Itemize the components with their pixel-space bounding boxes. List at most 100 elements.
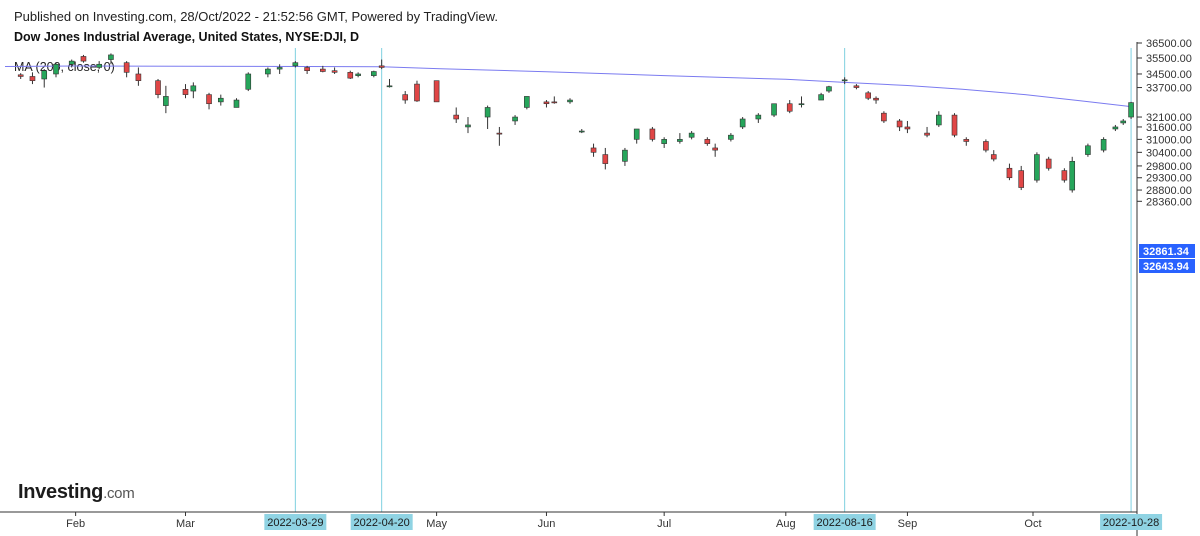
price-tag-1: 32643.94 — [1143, 261, 1190, 273]
candle-body — [347, 72, 354, 79]
date-label-2: 2022-08-16 — [817, 517, 873, 529]
candle-63 — [873, 96, 879, 104]
candle-body — [712, 147, 718, 151]
candle-12 — [182, 84, 189, 99]
candle-14 — [206, 92, 212, 110]
candle-46 — [649, 126, 656, 142]
candle-58 — [818, 92, 824, 101]
candle-body — [551, 101, 558, 104]
candle-49 — [688, 131, 695, 140]
candle-72 — [990, 150, 997, 162]
candle-19 — [276, 64, 283, 74]
candle-41 — [578, 128, 585, 134]
candle-body — [512, 116, 518, 122]
candle-64 — [881, 111, 887, 123]
candle-68 — [936, 111, 942, 127]
y-tick-label: 31000.00 — [1146, 134, 1192, 146]
date-label-1: 2022-04-20 — [354, 517, 410, 529]
candle-body — [378, 65, 385, 68]
candle-54 — [755, 113, 762, 123]
candle-body — [739, 118, 746, 128]
candle-73 — [1006, 163, 1013, 181]
candle-body — [1085, 145, 1091, 155]
candle-5 — [80, 54, 87, 63]
candle-20 — [292, 61, 299, 68]
candle-body — [453, 114, 460, 120]
candle-70 — [963, 137, 970, 146]
candle-body — [798, 103, 805, 106]
highlight-lines — [294, 48, 1132, 512]
candle-body — [265, 68, 271, 75]
candle-body — [524, 96, 530, 108]
candle-body — [602, 154, 609, 164]
candle-body — [135, 73, 142, 81]
candle-body — [865, 92, 871, 99]
candle-39 — [551, 96, 558, 104]
candle-body — [386, 85, 393, 88]
candle-body — [80, 56, 87, 62]
candle-75 — [1034, 152, 1040, 183]
candle-36 — [512, 115, 518, 125]
candle-body — [633, 128, 640, 140]
candle-1 — [29, 72, 36, 85]
candle-body — [1112, 126, 1119, 130]
candle-76 — [1045, 156, 1052, 171]
candle-11 — [163, 85, 169, 114]
y-tick-label: 33700.00 — [1146, 83, 1192, 95]
logo-main: Investing — [18, 481, 104, 503]
candle-45 — [633, 128, 640, 144]
candle-body — [68, 60, 75, 65]
candle-body — [590, 147, 597, 153]
candle-59 — [826, 85, 832, 93]
candle-body — [963, 139, 970, 142]
candle-56 — [786, 100, 793, 114]
candle-body — [841, 79, 848, 82]
candle-body — [41, 70, 48, 80]
candle-body — [1120, 120, 1127, 124]
candle-17 — [245, 72, 252, 92]
candle-25 — [355, 72, 361, 78]
candle-body — [567, 99, 573, 103]
candle-48 — [677, 133, 683, 144]
date-label-bg — [1100, 514, 1163, 530]
candle-13 — [190, 82, 197, 99]
candle-50 — [704, 137, 711, 146]
candle-35 — [496, 126, 503, 146]
candle-body — [108, 54, 114, 60]
candle-42 — [590, 143, 597, 157]
x-month-label-mar: Mar — [176, 518, 195, 530]
candle-61 — [853, 84, 860, 90]
candle-3 — [53, 62, 59, 78]
candle-52 — [728, 133, 734, 142]
candle-body — [677, 139, 683, 142]
y-tick-label: 28800.00 — [1146, 185, 1192, 197]
candle-body — [755, 114, 762, 120]
x-month-label-jun: Jun — [538, 518, 556, 530]
candle-body — [990, 154, 997, 160]
candle-body — [182, 88, 189, 95]
candle-body — [1006, 167, 1013, 179]
x-month-label-feb: Feb — [66, 518, 85, 530]
candle-body — [1128, 102, 1134, 118]
candle-body — [881, 112, 887, 122]
candle-47 — [661, 137, 667, 148]
candle-body — [951, 114, 958, 136]
y-tick-label: 29300.00 — [1146, 173, 1192, 185]
candle-body — [465, 124, 471, 128]
candle-body — [371, 71, 377, 76]
published-line: Published on Investing.com, 28/Oct/2022 … — [14, 9, 498, 24]
candle-29 — [402, 91, 409, 104]
candle-body — [904, 126, 911, 130]
candle-21 — [304, 65, 310, 74]
y-tick-label: 30400.00 — [1146, 147, 1192, 159]
candle-body — [233, 99, 240, 108]
candle-body — [924, 132, 930, 136]
candle-body — [728, 134, 734, 140]
candle-body — [163, 96, 169, 106]
candle-body — [1018, 170, 1025, 188]
candle-65 — [896, 118, 903, 132]
x-month-label-oct: Oct — [1024, 518, 1041, 530]
candle-body — [276, 67, 283, 70]
investing-logo: Investing.com — [18, 481, 135, 504]
